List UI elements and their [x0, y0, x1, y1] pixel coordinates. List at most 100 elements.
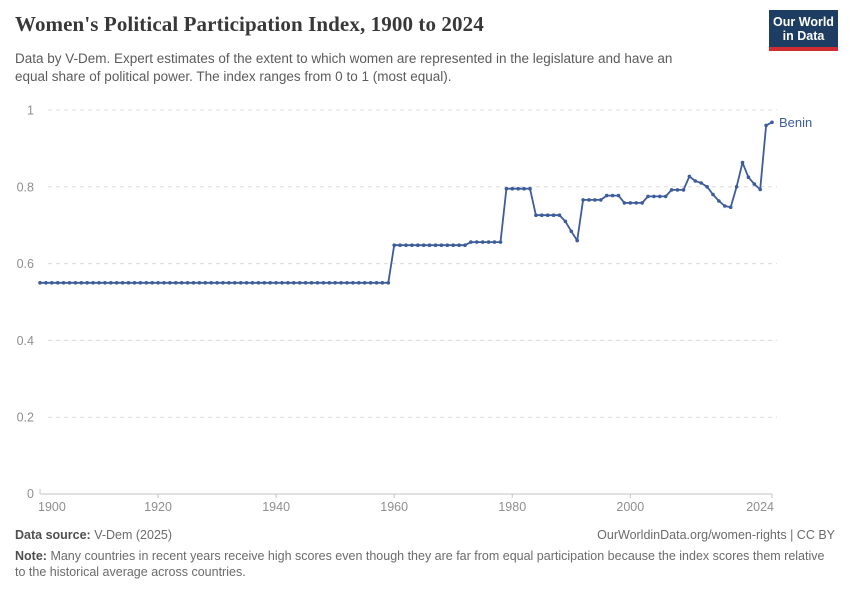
data-point	[238, 281, 243, 285]
data-point	[67, 281, 72, 285]
data-point	[179, 281, 184, 285]
chart-note: Note: Many countries in recent years rec…	[15, 548, 830, 581]
data-point	[569, 229, 574, 234]
data-line-benin	[39, 121, 773, 284]
data-source-label: Data source:	[15, 528, 91, 542]
data-point	[540, 213, 544, 217]
y-axis-label-1: 1	[27, 104, 34, 118]
data-point	[705, 185, 709, 189]
series-label-benin: Benin	[779, 115, 812, 130]
data-point	[522, 186, 526, 191]
data-point	[433, 243, 438, 247]
data-point	[593, 198, 597, 202]
data-point	[498, 240, 503, 244]
data-point	[209, 281, 213, 285]
data-point	[581, 198, 585, 202]
data-point	[734, 185, 739, 189]
data-point	[687, 174, 692, 179]
data-point	[55, 281, 60, 285]
data-point	[528, 186, 532, 191]
data-point	[675, 188, 680, 192]
data-point	[250, 281, 255, 285]
data-point	[286, 281, 290, 285]
data-point	[97, 281, 101, 285]
data-point	[457, 243, 461, 247]
data-point	[126, 281, 131, 285]
data-point	[233, 281, 237, 285]
data-point	[545, 213, 550, 217]
data-point	[150, 281, 154, 285]
owid-logo[interactable]: Our World in Data	[769, 10, 838, 51]
data-point	[599, 198, 603, 202]
x-axis-label-2000: 2000	[616, 500, 644, 514]
data-point	[451, 243, 456, 247]
data-point	[351, 281, 355, 285]
data-point	[292, 281, 296, 285]
data-point	[61, 281, 66, 285]
data-point	[120, 281, 125, 285]
data-point	[357, 281, 361, 285]
data-point	[404, 243, 408, 247]
data-point	[227, 281, 231, 285]
data-point	[268, 281, 273, 285]
data-point	[398, 243, 402, 247]
data-point	[640, 201, 644, 205]
data-point	[711, 192, 715, 197]
data-point	[534, 213, 538, 217]
data-point	[191, 281, 196, 285]
x-axis-label-1920: 1920	[144, 500, 172, 514]
data-point	[345, 281, 349, 285]
data-point	[504, 186, 509, 191]
logo-line-2: in Data	[782, 28, 825, 43]
data-point	[746, 175, 751, 179]
data-point	[79, 281, 84, 285]
x-axis-label-1940: 1940	[262, 500, 290, 514]
data-point	[610, 193, 615, 198]
data-point	[604, 193, 609, 198]
data-source: Data source: V-Dem (2025)	[15, 527, 172, 544]
data-point	[658, 194, 662, 199]
data-point	[386, 281, 391, 285]
data-point	[587, 198, 591, 202]
canonical-url-link[interactable]: OurWorldinData.org/women-rights	[597, 528, 787, 542]
data-point	[616, 193, 621, 198]
data-point	[717, 199, 721, 203]
data-point	[374, 281, 379, 285]
data-point	[752, 182, 757, 186]
data-point	[770, 120, 774, 125]
data-point	[427, 243, 432, 247]
data-point	[439, 243, 444, 247]
license-label: CC BY	[796, 528, 835, 542]
data-point	[327, 281, 332, 285]
data-point	[144, 281, 149, 285]
data-point	[185, 281, 190, 285]
x-axis-label-2024: 2024	[746, 500, 774, 514]
data-point	[480, 240, 485, 244]
y-axis-label-0: 0	[27, 487, 34, 501]
data-point	[168, 281, 172, 285]
data-point	[628, 201, 633, 205]
data-point	[280, 281, 284, 285]
data-point	[669, 188, 674, 192]
data-point	[362, 281, 367, 285]
data-point	[103, 281, 107, 285]
data-point	[315, 281, 320, 285]
y-axis-label-0.2: 0.2	[17, 411, 34, 425]
license-separator: |	[786, 528, 797, 542]
data-point	[197, 281, 202, 285]
data-point	[132, 281, 137, 285]
data-point	[469, 240, 473, 244]
data-point	[492, 240, 497, 244]
data-point	[723, 204, 727, 208]
data-point	[622, 201, 627, 205]
x-axis-label-1980: 1980	[498, 500, 526, 514]
data-point	[50, 281, 54, 285]
data-point	[138, 281, 143, 285]
y-axis-label-0.6: 0.6	[17, 257, 34, 271]
data-point	[634, 201, 638, 205]
data-point	[215, 281, 219, 285]
data-point	[652, 194, 656, 199]
data-point	[114, 281, 119, 285]
